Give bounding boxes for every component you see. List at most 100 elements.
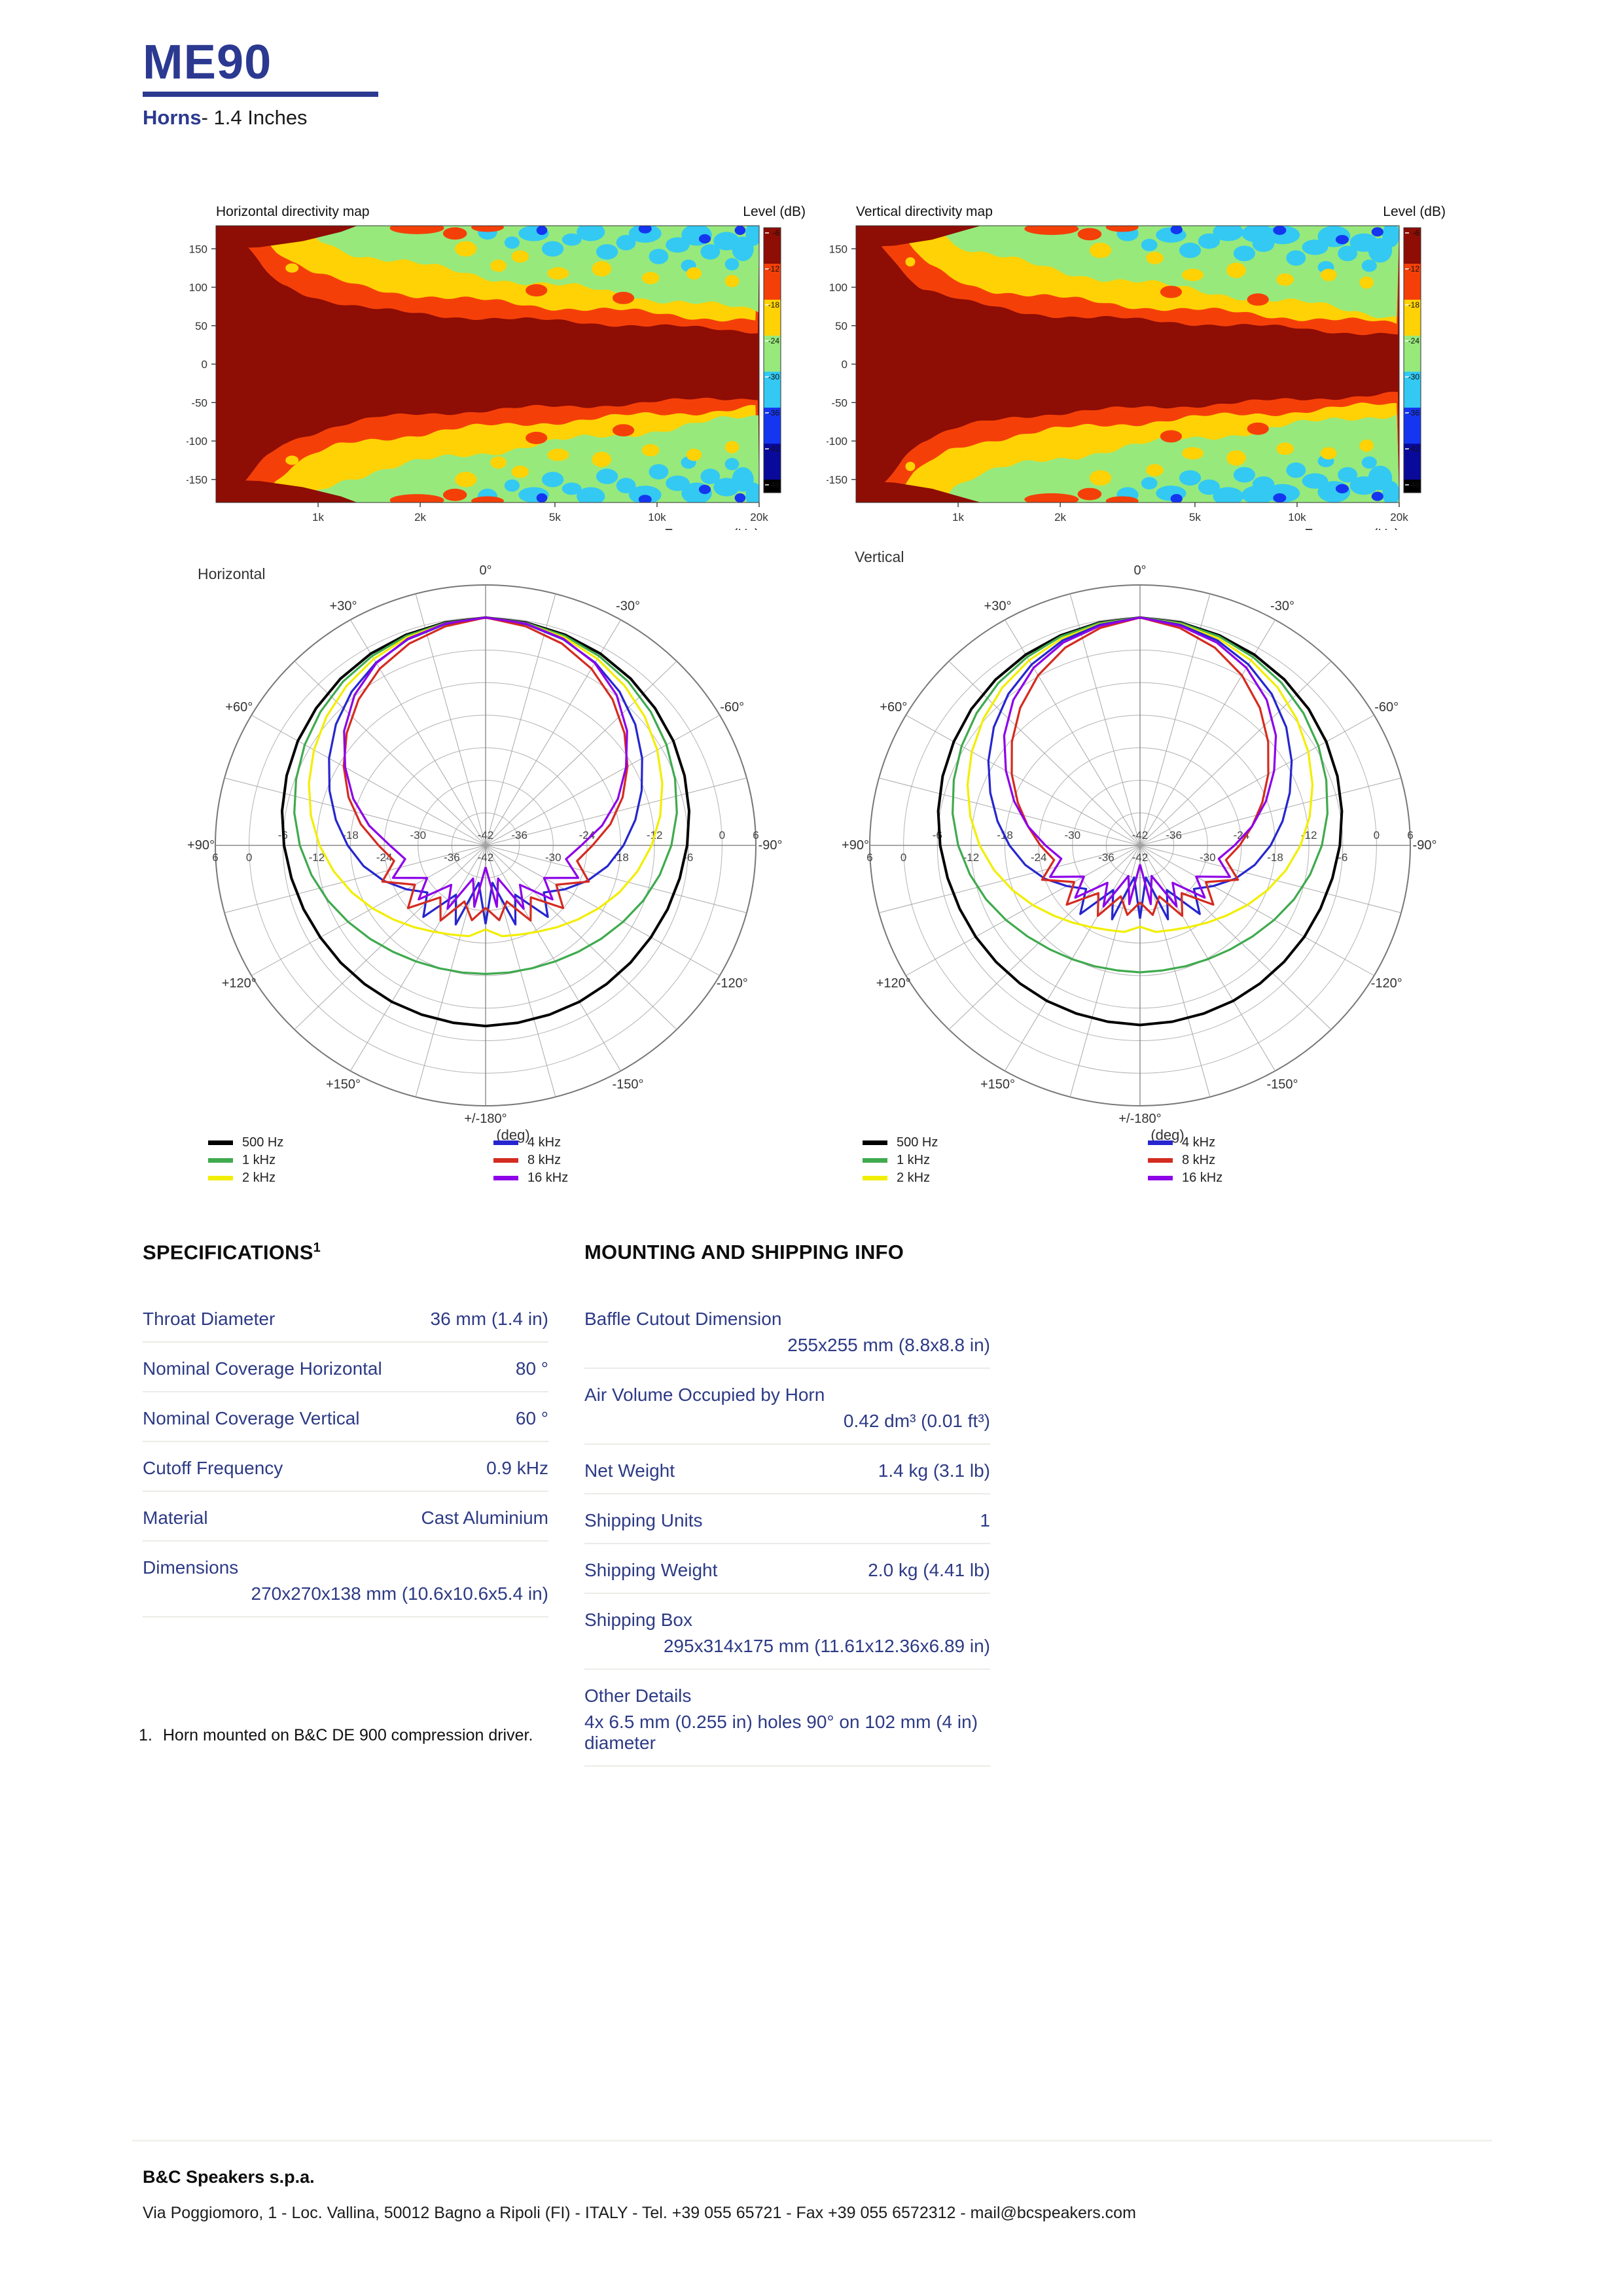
svg-text:-42: -42: [768, 444, 780, 453]
row-value: 2.0 kg (4.41 lb): [868, 1560, 990, 1580]
svg-text:-60°: -60°: [1374, 700, 1399, 715]
legend-item: 2 kHz: [863, 1170, 1148, 1186]
svg-text:Horizontal directivity map: Horizontal directivity map: [216, 204, 370, 219]
svg-text:-42: -42: [1408, 444, 1420, 453]
svg-text:-42: -42: [1132, 851, 1149, 864]
svg-text:1k: 1k: [312, 511, 324, 523]
svg-text:-60°: -60°: [720, 700, 744, 715]
svg-text:-30: -30: [1064, 829, 1080, 841]
svg-text:10k: 10k: [1288, 511, 1306, 523]
footnote-text: Horn mounted on B&C DE 900 compression d…: [162, 1726, 533, 1744]
legend-column: 4 kHz 8 kHz 16 kHz: [1148, 1135, 1433, 1188]
svg-text:-120°: -120°: [1371, 976, 1402, 991]
svg-text:6: 6: [1407, 829, 1413, 841]
table-row: Shipping Box 295x314x175 mm (11.61x12.36x…: [584, 1594, 990, 1670]
svg-text:+90°: +90°: [842, 838, 869, 853]
svg-text:-18: -18: [1267, 851, 1283, 864]
row-value: 295x314x175 mm (11.61x12.36x6.89 in): [663, 1636, 990, 1656]
vertical-directivity-map: Vertical directivity map Level (dB) 150 100…: [827, 204, 1446, 530]
polar-vertical-title: Vertical: [855, 548, 904, 565]
svg-text:-24: -24: [768, 336, 780, 345]
svg-text:-30: -30: [1200, 851, 1216, 864]
polar-horizontal-title: Horizontal: [198, 565, 266, 582]
table-row: Throat Diameter 36 mm (1.4 in): [143, 1293, 548, 1343]
svg-text:-24: -24: [579, 829, 596, 841]
svg-text:150: 150: [189, 243, 207, 255]
table-row: Cutoff Frequency 0.9 kHz: [143, 1442, 548, 1492]
svg-text:+150°: +150°: [326, 1077, 361, 1091]
table-row: Shipping Weight 2.0 kg (4.41 lb): [584, 1544, 990, 1594]
legend-label: 16 kHz: [1182, 1170, 1223, 1185]
table-row: Nominal Coverage Vertical 60 °: [143, 1392, 548, 1443]
footnote: 1. Horn mounted on B&C DE 900 compression…: [139, 1726, 533, 1745]
svg-text:Level (dB): Level (dB): [743, 204, 806, 219]
row-label: Shipping Box: [584, 1610, 693, 1630]
legend-swatch: [1148, 1140, 1173, 1145]
legend-swatch: [863, 1140, 887, 1145]
polar-series-16-kHz: [1003, 616, 1277, 908]
table-row: Air Volume Occupied by Horn 0.42 dm³ (0.0…: [584, 1369, 990, 1445]
svg-text:-36: -36: [768, 408, 780, 417]
legend-label: 4 kHz: [527, 1135, 562, 1150]
row-label: Shipping Weight: [584, 1560, 718, 1580]
svg-text:-24: -24: [1031, 851, 1047, 864]
row-label: Throat Diameter: [143, 1309, 276, 1330]
svg-text:+30°: +30°: [330, 599, 357, 614]
legend-label: 500 Hz: [897, 1135, 938, 1150]
svg-text:6: 6: [866, 851, 872, 864]
legend-swatch: [208, 1140, 233, 1145]
svg-text:0: 0: [246, 851, 252, 864]
legend-column: 500 Hz 1 kHz 2 kHz: [208, 1135, 493, 1188]
svg-text:-42: -42: [478, 829, 494, 841]
legend-label: 1 kHz: [242, 1152, 276, 1167]
svg-text:2k: 2k: [414, 511, 426, 523]
svg-text:5k: 5k: [549, 511, 561, 523]
row-label: Shipping Units: [584, 1510, 703, 1530]
svg-text:+150°: +150°: [980, 1077, 1015, 1091]
legend-swatch: [1148, 1157, 1173, 1163]
legend-item: 8 kHz: [493, 1152, 779, 1168]
svg-text:+30°: +30°: [984, 599, 1012, 614]
map-bands: [856, 226, 1399, 503]
svg-text:-6: -6: [772, 228, 779, 238]
svg-text:50: 50: [835, 320, 847, 332]
row-value: 36 mm (1.4 in): [430, 1309, 549, 1330]
svg-text:-50: -50: [831, 397, 847, 409]
svg-text:1k: 1k: [952, 511, 964, 523]
svg-text:+90°: +90°: [187, 838, 215, 853]
legend-swatch: [493, 1140, 518, 1145]
legend-label: 500 Hz: [242, 1135, 284, 1150]
svg-text:-18: -18: [342, 829, 359, 841]
svg-text:-90°: -90°: [758, 838, 783, 853]
svg-text:0°: 0°: [1133, 563, 1146, 578]
table-row: Net Weight 1.4 kg (3.1 lb): [584, 1445, 990, 1494]
svg-text:-50: -50: [191, 397, 207, 409]
svg-text:+120°: +120°: [876, 976, 911, 991]
svg-text:-6: -6: [1412, 228, 1419, 238]
legend-item: 500 Hz: [863, 1135, 1148, 1150]
svg-text:-90°: -90°: [1413, 838, 1437, 853]
specifications-table: SPECIFICATIONS1 Throat Diameter 36 mm (1.…: [143, 1241, 548, 1618]
svg-text:Frequency (Hz): Frequency (Hz): [1304, 527, 1399, 530]
legend-item: 16 kHz: [1148, 1170, 1433, 1186]
svg-text:-100: -100: [827, 435, 847, 448]
legend-swatch: [493, 1175, 518, 1180]
specifications-heading: SPECIFICATIONS1: [143, 1241, 321, 1264]
row-label: Air Volume Occupied by Horn: [584, 1385, 825, 1405]
svg-text:-48: -48: [1408, 480, 1420, 489]
legend-item: 8 kHz: [1148, 1152, 1433, 1168]
svg-text:6: 6: [753, 829, 758, 841]
row-label: Cutoff Frequency: [143, 1458, 283, 1479]
svg-text:100: 100: [189, 281, 207, 294]
table-row: Baffle Cutout Dimension 255x255 mm (8.8x8…: [584, 1293, 990, 1369]
subtitle: Horns- 1.4 Inches: [143, 106, 308, 130]
footer-divider: [132, 2140, 1492, 2142]
footnote-marker: 1.: [139, 1726, 152, 1744]
svg-text:-30°: -30°: [1270, 599, 1294, 614]
svg-text:100: 100: [829, 281, 847, 294]
title-underline: [143, 92, 378, 97]
svg-text:-30: -30: [410, 829, 426, 841]
svg-text:-12: -12: [309, 851, 325, 864]
svg-text:-6: -6: [1338, 851, 1347, 864]
